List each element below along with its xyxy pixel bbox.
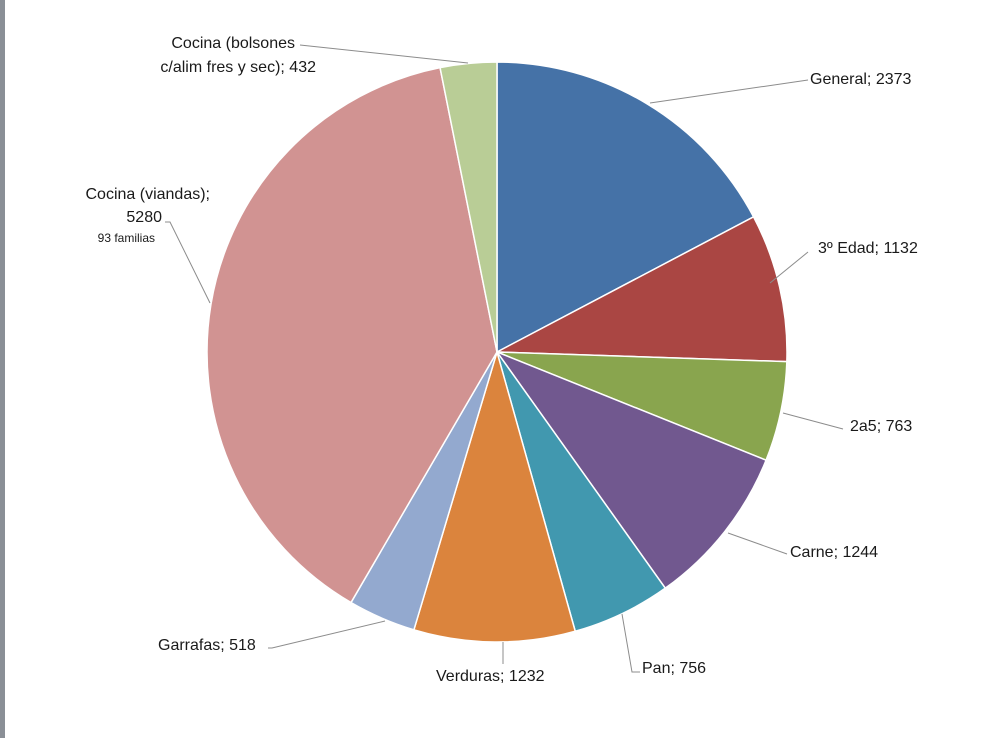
label-pan: Pan; 756 [642, 660, 706, 677]
leader-line-cocina-viandas [165, 221, 211, 304]
label-cocina-viandas-note: 93 familias [98, 231, 155, 245]
leader-line-3ra-edad [769, 251, 809, 284]
leader-line-general [649, 79, 809, 104]
pie-slice-carne [494, 350, 768, 590]
label-carne: Carne; 1244 [790, 544, 878, 561]
leader-line-garrafas [268, 620, 386, 649]
leader-line-cocina-bolsones [299, 44, 469, 64]
label-cocina-viandas-line2: 5280 [126, 209, 162, 226]
leader-line-carne [727, 532, 788, 555]
pie-slice-cocina-bolsones [439, 61, 498, 353]
label-garrafas: Garrafas; 518 [158, 637, 256, 654]
label-cocina-bolsones-line2: c/alim fres y sec); 432 [160, 59, 316, 76]
leader-line-2a5 [782, 412, 844, 430]
pie-slice-verduras [412, 349, 577, 643]
leader-line-pan [621, 613, 640, 673]
pie-slice-general [496, 61, 755, 354]
label-3ra-edad: 3º Edad; 1132 [818, 240, 918, 257]
window-edge [0, 0, 5, 738]
label-verduras: Verduras; 1232 [436, 668, 545, 685]
pie-slice-cocina-viandas [206, 66, 498, 604]
label-cocina-viandas-line1: Cocina (viandas); [86, 186, 211, 203]
pie-slice-3ra-edad [494, 215, 788, 363]
label-general: General; 2373 [810, 71, 912, 88]
label-cocina-bolsones-line1: Cocina (bolsones [171, 35, 295, 52]
label-2a5: 2a5; 763 [850, 418, 912, 435]
